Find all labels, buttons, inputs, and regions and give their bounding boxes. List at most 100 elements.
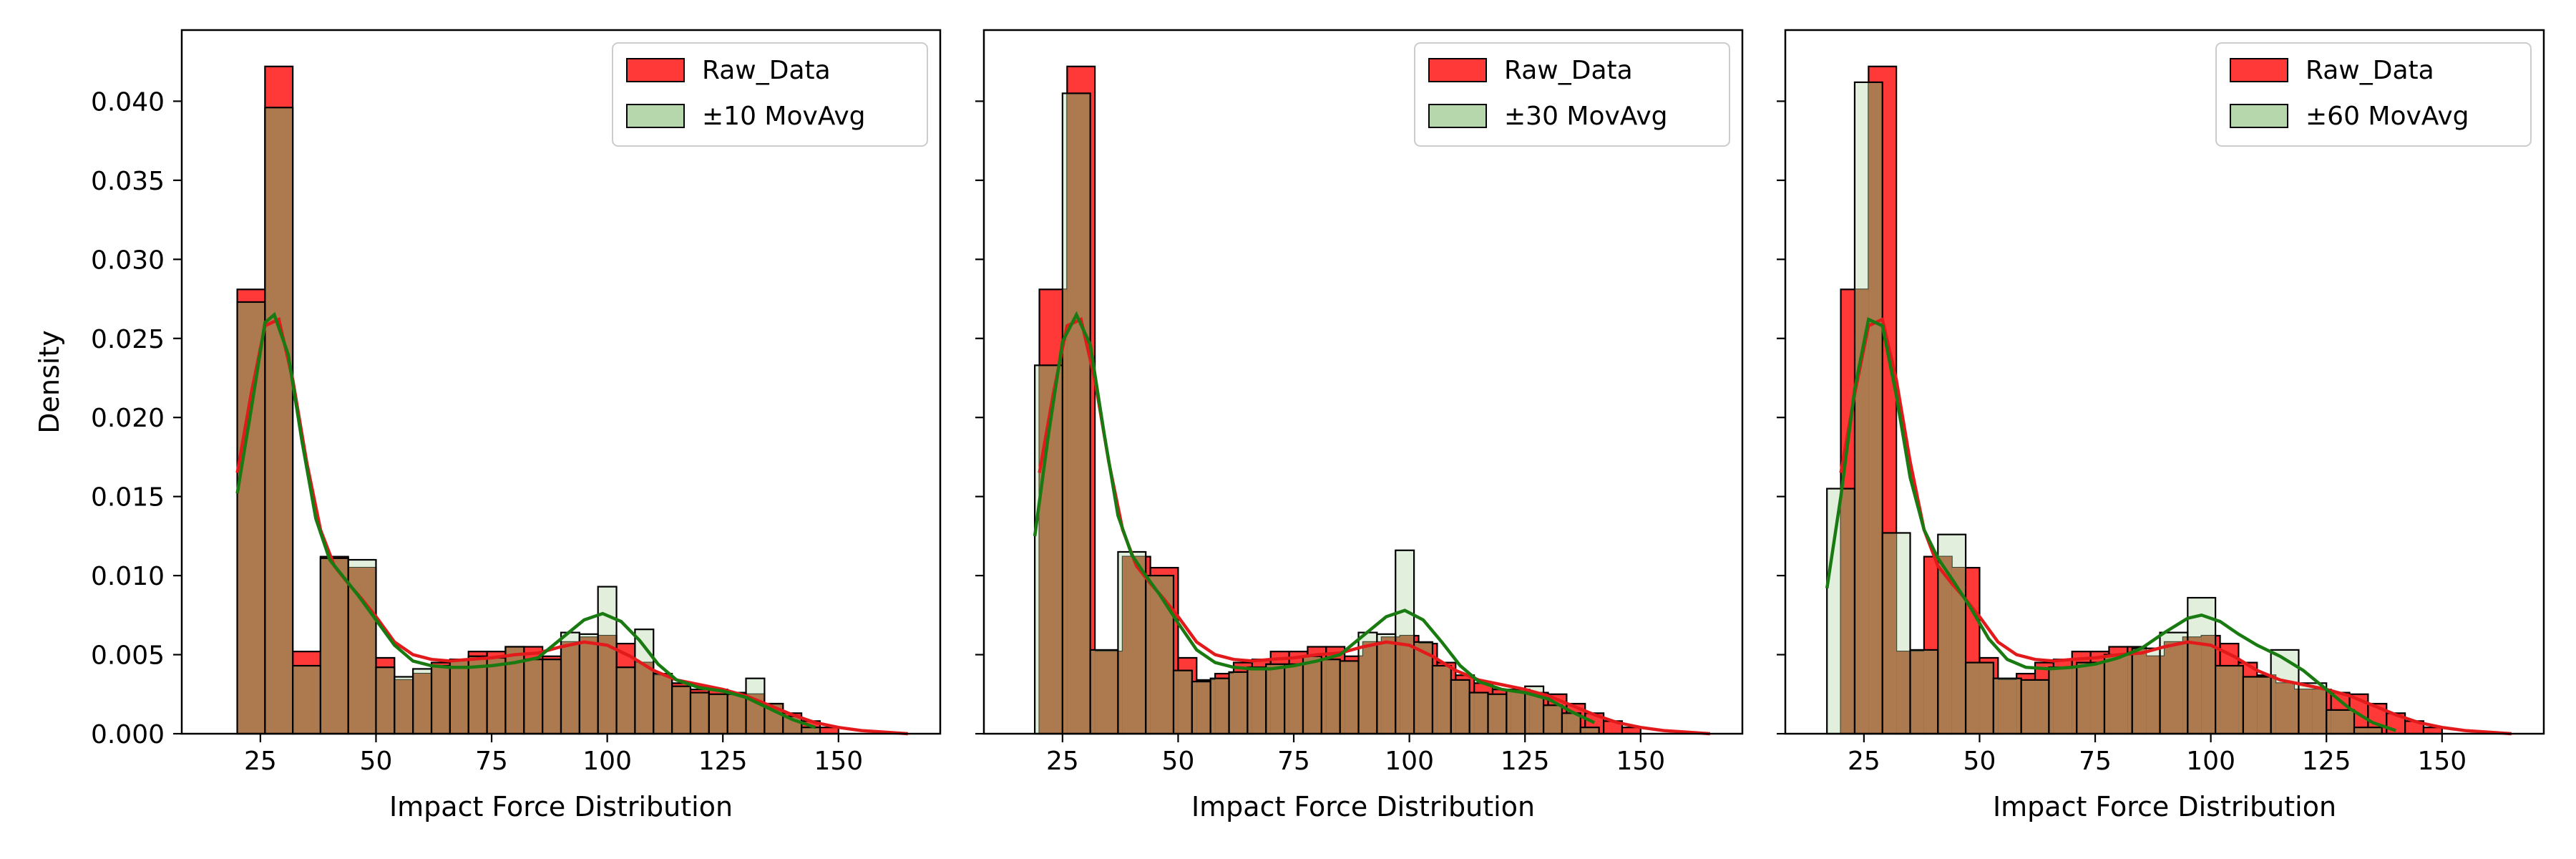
movavg-bar xyxy=(430,664,451,735)
overlap-region xyxy=(1122,556,1146,734)
movavg-bar xyxy=(1246,666,1267,735)
overlap-region xyxy=(1854,289,1869,734)
legend-label: Raw_Data xyxy=(2306,56,2434,85)
overlap-region xyxy=(1150,576,1174,734)
overlap-region xyxy=(2368,727,2382,734)
overlap-region xyxy=(1580,727,1586,734)
overlap-region xyxy=(1414,641,1419,734)
overlap-region xyxy=(1561,713,1567,734)
movavg-bar xyxy=(375,666,396,735)
movavg-bar xyxy=(542,659,562,735)
overlap-region xyxy=(2257,676,2271,734)
movavg-bar xyxy=(671,685,692,735)
overlap-region xyxy=(1840,488,1855,734)
x-tick-label: 25 xyxy=(244,747,277,776)
movavg-bar xyxy=(1487,693,1508,735)
overlap-region xyxy=(1998,679,2017,734)
chart-panel-1: 25 50 75 100 125 150 0.000 0.005 0.010 0.015 0.020… xyxy=(34,29,942,822)
y-tick-label: 0.000 xyxy=(91,720,165,749)
movavg-bar xyxy=(689,691,710,735)
overlap-region xyxy=(1910,651,1924,734)
overlap-region xyxy=(1289,664,1303,734)
overlap-region xyxy=(2201,636,2216,734)
movavg-bar xyxy=(1339,660,1360,735)
movavg-bar xyxy=(1964,661,1994,735)
x-tick-label: 150 xyxy=(814,747,863,776)
movavg-bar xyxy=(1450,679,1470,735)
x-tick-label: 100 xyxy=(582,747,632,776)
movavg-bar xyxy=(2020,679,2050,735)
legend-label: ±60 MovAvg xyxy=(2306,102,2469,131)
overlap-region xyxy=(1400,636,1415,734)
movavg-bar xyxy=(1172,669,1193,735)
overlap-region xyxy=(431,666,450,734)
overlap-region xyxy=(1455,679,1470,734)
overlap-region xyxy=(1321,659,1327,734)
movavg-bar xyxy=(1284,663,1304,735)
overlap-region xyxy=(1210,679,1216,734)
x-tick-label: 125 xyxy=(698,747,748,776)
overlap-region xyxy=(579,637,598,734)
overlap-region xyxy=(1358,656,1363,734)
overlap-region xyxy=(635,662,654,734)
movavg-bar xyxy=(2298,682,2328,735)
overlap-region xyxy=(2331,709,2350,734)
movavg-bar xyxy=(486,656,507,735)
overlap-region xyxy=(376,667,395,734)
overlap-region xyxy=(320,558,348,734)
y-tick-label: 0.010 xyxy=(91,562,165,591)
legend-label: Raw_Data xyxy=(1504,56,1633,85)
overlap-region xyxy=(1178,670,1192,734)
x-axis-label: Impact Force Distribution xyxy=(1993,791,2336,822)
overlap-region xyxy=(542,659,561,734)
overlap-region xyxy=(2035,679,2049,734)
overlap-region xyxy=(2132,648,2147,734)
overlap-region xyxy=(1345,661,1359,734)
legend-label: ±10 MovAvg xyxy=(702,102,865,131)
movavg-bar xyxy=(800,727,821,735)
overlap-region xyxy=(1363,641,1377,734)
overlap-region xyxy=(348,568,376,734)
plot-frame xyxy=(1784,29,2545,735)
movavg-bar xyxy=(1826,487,1856,735)
overlap-region xyxy=(2077,662,2091,734)
movavg-kde-line xyxy=(1033,311,1596,724)
overlap-region xyxy=(2243,676,2258,734)
overlap-region xyxy=(672,686,691,734)
movavg-bar xyxy=(2076,661,2106,735)
movavg-bar xyxy=(708,693,728,735)
x-tick-label: 75 xyxy=(1277,747,1310,776)
y-tick-label: 0.005 xyxy=(91,641,165,671)
overlap-region xyxy=(1474,692,1488,734)
overlap-region xyxy=(1302,656,1308,734)
overlap-region xyxy=(1174,670,1179,734)
legend-swatch xyxy=(1428,104,1487,128)
y-tick-label: 0.020 xyxy=(91,404,165,433)
x-tick-label: 25 xyxy=(1046,747,1079,776)
overlap-region xyxy=(2109,654,2128,734)
chart-panel-3: 25 50 75 100 125 150 Impact Force Distribution… xyxy=(1777,29,2545,822)
movavg-bar xyxy=(1506,689,1526,735)
x-axis-label: Impact Force Distribution xyxy=(389,791,733,822)
y-tick-label: 0.030 xyxy=(91,246,165,275)
overlap-region xyxy=(690,692,709,734)
overlap-region xyxy=(1951,568,1966,734)
movavg-bar xyxy=(1395,549,1415,735)
overlap-region xyxy=(2160,656,2165,734)
movavg-kde-line xyxy=(235,311,816,729)
overlap-region xyxy=(1966,662,1980,734)
x-axis-label: Impact Force Distribution xyxy=(1191,791,1535,822)
legend-box xyxy=(2215,42,2532,147)
overlap-region xyxy=(2072,667,2077,734)
overlap-region xyxy=(1868,82,1883,734)
movavg-bar xyxy=(1881,532,1911,735)
overlap-region xyxy=(2053,667,2072,734)
movavg-bar xyxy=(1909,649,1939,735)
overlap-region xyxy=(2165,641,2183,734)
x-tick-label: 125 xyxy=(2302,747,2351,776)
overlap-region xyxy=(2021,679,2036,734)
movavg-bar xyxy=(2048,666,2078,735)
x-tick-label: 50 xyxy=(1162,747,1195,776)
movavg-bar xyxy=(394,676,414,735)
overlap-region xyxy=(1437,666,1451,734)
